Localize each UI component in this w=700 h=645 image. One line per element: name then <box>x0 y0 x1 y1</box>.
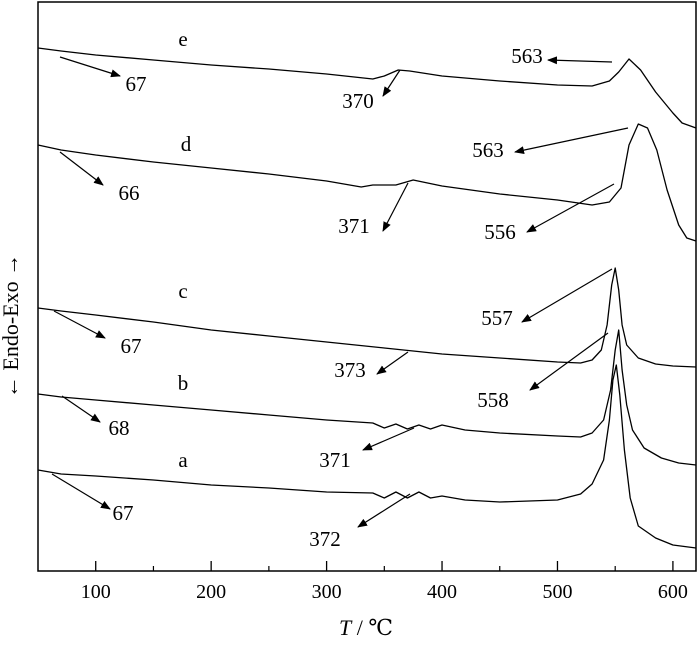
peak-temperature-label: 67 <box>126 72 147 96</box>
peak-temperature-label: 563 <box>472 138 504 162</box>
curve-b <box>37 329 697 466</box>
x-tick-label: 200 <box>196 581 226 603</box>
annotation-arrow <box>362 427 415 451</box>
annotation-arrow <box>529 332 609 391</box>
annotation-arrow <box>547 56 613 65</box>
peak-temperature-label: 67 <box>121 334 142 358</box>
thermal-curves <box>37 47 697 549</box>
x-axis-title: T / ℃ <box>339 615 393 640</box>
peak-temperature-label: 372 <box>309 527 341 551</box>
curve-label: d <box>181 132 192 156</box>
annotation-arrow <box>376 351 409 375</box>
curve-label: b <box>178 371 189 395</box>
x-tick-label: 300 <box>312 581 342 603</box>
x-tick-label: 400 <box>427 581 457 603</box>
peak-temperature-label: 66 <box>119 181 140 205</box>
peak-temperature-label: 558 <box>477 388 509 412</box>
curve-c <box>37 267 697 368</box>
y-axis-title: ← Endo-Exo → <box>0 254 23 398</box>
annotation-arrow <box>357 493 411 528</box>
annotation-arrow <box>521 268 613 323</box>
x-tick-label: 600 <box>658 581 688 603</box>
peak-temperature-label: 556 <box>484 220 516 244</box>
peak-temperature-label: 371 <box>338 214 370 238</box>
peak-temperature-label: 373 <box>334 358 366 382</box>
curve-e <box>37 47 697 129</box>
annotation-arrow <box>514 127 629 155</box>
x-axis-ticks: 100 200 300 400 500 600 <box>81 561 688 603</box>
annotation-arrow <box>53 310 106 339</box>
annotation-arrow <box>526 183 615 233</box>
peak-annotations: e d c b a 67 370 563 66 371 563 556 67 373 557 68 371 558… <box>51 27 629 551</box>
peak-temperature-label: 67 <box>113 501 134 525</box>
peak-temperature-label: 371 <box>319 448 351 472</box>
peak-temperature-label: 370 <box>342 89 374 113</box>
annotation-arrow <box>382 182 409 232</box>
annotation-arrow <box>61 395 101 423</box>
annotation-arrow <box>382 69 401 97</box>
x-tick-label: 100 <box>81 581 111 603</box>
peak-temperature-label: 563 <box>511 44 543 68</box>
x-tick-label: 500 <box>542 581 572 603</box>
curve-label: a <box>178 448 188 472</box>
curve-label: e <box>178 27 187 51</box>
curve-a <box>37 364 697 549</box>
annotation-arrow <box>59 56 121 78</box>
plot-frame <box>37 1 697 572</box>
peak-temperature-label: 557 <box>481 306 513 330</box>
annotation-arrow <box>51 473 111 510</box>
annotation-arrow <box>59 151 104 186</box>
curve-label: c <box>178 279 187 303</box>
curve-d <box>37 123 697 242</box>
peak-temperature-label: 68 <box>109 416 130 440</box>
